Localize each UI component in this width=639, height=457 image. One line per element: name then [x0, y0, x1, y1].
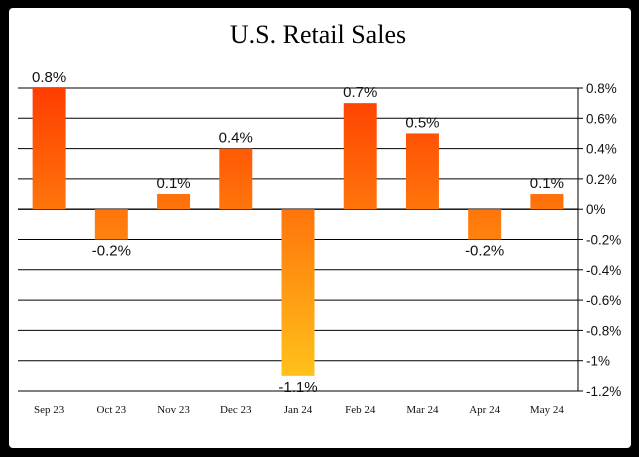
data-label: -0.2%: [465, 243, 504, 260]
data-label: 0.1%: [530, 175, 564, 192]
x-tick-label: Oct 23: [97, 404, 127, 416]
y-tick-label: -0.2%: [586, 233, 621, 248]
y-tick-label: -1.2%: [586, 384, 621, 399]
data-label: -1.1%: [278, 379, 317, 396]
x-tick-label: Sep 23: [34, 404, 65, 416]
data-label: 0.8%: [32, 69, 66, 86]
bar: [157, 194, 191, 210]
x-tick-label: Nov 23: [157, 404, 190, 416]
bar: [32, 88, 66, 210]
data-label: 0.7%: [343, 84, 377, 101]
bar: [281, 209, 315, 376]
x-tick-label: Feb 24: [345, 404, 376, 416]
y-tick-label: 0.8%: [586, 81, 617, 96]
x-tick-label: Mar 24: [406, 404, 439, 416]
x-tick-label: Jan 24: [284, 404, 313, 416]
x-tick-label: Apr 24: [469, 404, 500, 416]
y-tick-label: 0.2%: [586, 172, 617, 187]
bar: [94, 209, 128, 240]
x-axis: Sep 23 Oct 23 Nov 23 Dec 23 Jan 24 Feb 24 Mar …: [34, 404, 564, 416]
chart-frame: U.S. Retail Sales 0.8% -0.2% 0.1% 0.4% -1.1%…: [9, 8, 631, 448]
x-tick-label: May 24: [530, 404, 564, 416]
bars: [32, 88, 564, 376]
bar: [219, 148, 253, 210]
x-tick-label: Dec 23: [220, 404, 252, 416]
y-tick-label: -0.6%: [586, 293, 621, 308]
y-tick-label: 0%: [586, 202, 606, 217]
chart-title: U.S. Retail Sales: [230, 20, 406, 49]
data-label: -0.2%: [92, 243, 131, 260]
y-tick-label: -1%: [586, 354, 610, 369]
bar: [405, 133, 439, 210]
y-tick-label: -0.4%: [586, 263, 621, 278]
y-tick-label: -0.8%: [586, 323, 621, 338]
y-tick-label: 0.4%: [586, 142, 617, 157]
bar: [343, 103, 377, 210]
bar: [468, 209, 502, 240]
y-tick-label: 0.6%: [586, 111, 617, 126]
y-axis: 0.8% 0.6% 0.4% 0.2% 0% -0.2% -0.4% -0.6% -0.8% -1…: [577, 81, 621, 399]
data-labels: 0.8% -0.2% 0.1% 0.4% -1.1% 0.7% 0.5% -0.2% 0.1%: [32, 69, 564, 396]
bar-chart: U.S. Retail Sales 0.8% -0.2% 0.1% 0.4% -1.1%…: [18, 20, 621, 416]
data-label: 0.4%: [219, 130, 253, 147]
bar: [530, 194, 564, 210]
data-label: 0.5%: [405, 114, 439, 131]
data-label: 0.1%: [156, 175, 190, 192]
